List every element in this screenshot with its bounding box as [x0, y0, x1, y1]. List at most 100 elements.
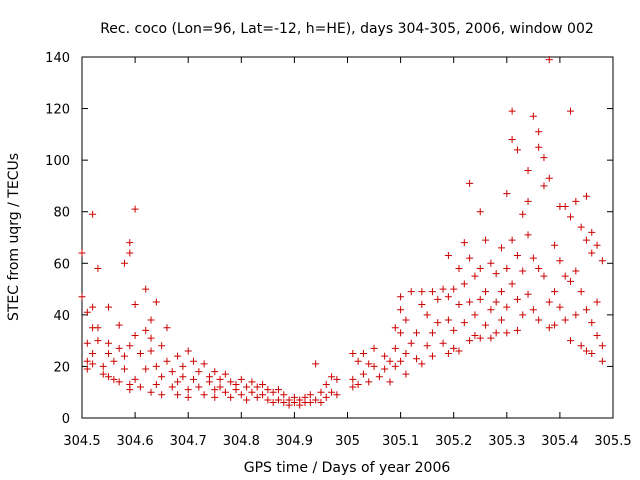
data-point	[184, 347, 192, 355]
data-point	[513, 295, 521, 303]
x-tick-label: 304.7	[170, 434, 207, 449]
data-point	[290, 399, 298, 407]
data-point	[482, 288, 490, 296]
data-point	[89, 303, 97, 311]
data-point	[508, 136, 516, 144]
data-point	[195, 383, 203, 391]
data-point	[561, 203, 569, 211]
data-points	[78, 56, 606, 409]
data-point	[513, 146, 521, 154]
data-point	[567, 277, 575, 285]
data-point	[386, 378, 394, 386]
data-point	[89, 360, 97, 368]
data-point	[147, 347, 155, 355]
data-point	[519, 210, 527, 218]
data-point	[359, 350, 367, 358]
data-point	[221, 370, 229, 378]
data-point	[545, 324, 553, 332]
data-point	[120, 259, 128, 267]
data-point	[397, 357, 405, 365]
data-point	[556, 303, 564, 311]
data-point	[285, 401, 293, 409]
data-point	[476, 208, 484, 216]
data-point	[386, 357, 394, 365]
data-point	[551, 288, 559, 296]
data-point	[381, 352, 389, 360]
chart-title: Rec. coco (Lon=96, Lat=-12, h=HE), days …	[100, 21, 594, 37]
data-point	[598, 357, 606, 365]
data-point	[126, 386, 134, 394]
data-point	[582, 347, 590, 355]
data-point	[152, 298, 160, 306]
data-point	[460, 239, 468, 247]
data-point	[227, 393, 235, 401]
data-point	[370, 344, 378, 352]
data-point	[561, 316, 569, 324]
data-point	[593, 241, 601, 249]
data-point	[508, 107, 516, 115]
data-point	[269, 399, 277, 407]
plot-border	[81, 56, 614, 419]
data-point	[551, 321, 559, 329]
data-point	[428, 352, 436, 360]
data-point	[482, 236, 490, 244]
data-point	[423, 311, 431, 319]
data-point	[535, 316, 543, 324]
data-point	[89, 210, 97, 218]
data-point	[110, 375, 118, 383]
data-point	[216, 375, 224, 383]
data-point	[582, 306, 590, 314]
data-point	[190, 357, 198, 365]
data-point	[529, 112, 537, 120]
data-point	[598, 257, 606, 265]
data-point	[253, 393, 261, 401]
data-point	[105, 373, 113, 381]
data-point	[105, 303, 113, 311]
data-point	[216, 383, 224, 391]
data-point	[428, 329, 436, 337]
data-point	[439, 285, 447, 293]
data-point	[577, 223, 585, 231]
data-point	[460, 319, 468, 327]
data-point	[136, 383, 144, 391]
data-point	[83, 357, 91, 365]
data-point	[540, 272, 548, 280]
data-point	[322, 380, 330, 388]
data-point	[375, 373, 383, 381]
data-point	[471, 311, 479, 319]
data-point	[492, 270, 500, 278]
data-point	[274, 396, 282, 404]
data-point	[397, 306, 405, 314]
data-point	[519, 311, 527, 319]
data-point	[598, 342, 606, 350]
data-point	[455, 301, 463, 309]
data-point	[487, 259, 495, 267]
data-point	[174, 391, 182, 399]
data-point	[503, 264, 511, 272]
data-point	[349, 375, 357, 383]
data-point	[248, 388, 256, 396]
data-point	[567, 213, 575, 221]
y-axis-label: STEC from uqrg / TECUs	[6, 153, 22, 321]
data-point	[269, 388, 277, 396]
data-point	[78, 293, 86, 301]
data-point	[503, 190, 511, 198]
data-point	[105, 350, 113, 358]
data-point	[205, 378, 213, 386]
data-point	[179, 373, 187, 381]
data-point	[582, 192, 590, 200]
data-point	[359, 370, 367, 378]
data-point	[588, 228, 596, 236]
data-point	[508, 236, 516, 244]
data-point	[524, 197, 532, 205]
data-point	[99, 370, 107, 378]
data-point	[444, 350, 452, 358]
data-point	[487, 306, 495, 314]
data-point	[588, 350, 596, 358]
data-point	[163, 357, 171, 365]
data-point	[535, 143, 543, 151]
data-point	[503, 303, 511, 311]
data-point	[402, 316, 410, 324]
